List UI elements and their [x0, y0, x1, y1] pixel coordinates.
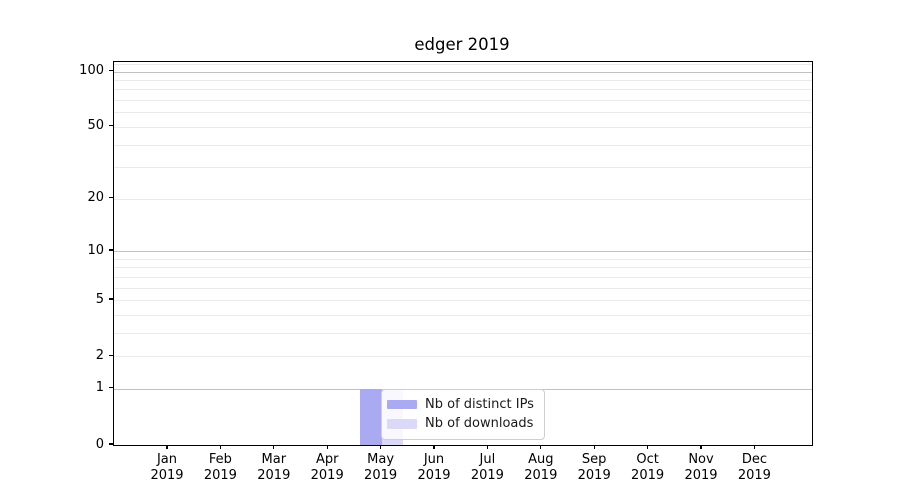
gridline-y-70 [114, 100, 812, 102]
x-tick-label-dec: Dec 2019 [737, 452, 771, 483]
bar-may-series-0 [360, 388, 382, 445]
x-tick-label-jun: Jun 2019 [417, 452, 451, 483]
x-tick-mark-may [380, 445, 382, 450]
legend-row-1: Nb of downloads [387, 414, 537, 434]
y-tick-label-1: 1 [95, 380, 104, 396]
x-tick-mark-sep [593, 445, 595, 450]
gridline-y-110 [114, 64, 812, 65]
y-tick-label-0: 0 [95, 436, 104, 452]
gridline-y-80 [114, 89, 812, 91]
y-tick-mark-0 [109, 443, 113, 445]
chart-title: edger 2019 [414, 35, 510, 54]
x-tick-label-oct: Oct 2019 [631, 452, 665, 483]
x-tick-mark-jun [433, 445, 435, 450]
legend: Nb of distinct IPs Nb of downloads [381, 388, 545, 440]
x-tick-label-mar: Mar 2019 [257, 452, 291, 483]
gridline-y-9 [114, 258, 812, 260]
x-tick-mark-dec [753, 445, 755, 450]
x-tick-label-may: May 2019 [364, 452, 398, 483]
gridline-y-50 [114, 126, 812, 128]
x-tick-label-aug: Aug 2019 [524, 452, 558, 483]
gridline-y-7 [114, 276, 812, 278]
y-tick-label-100: 100 [79, 63, 104, 79]
gridline-y-60 [114, 112, 812, 114]
x-tick-mark-mar [273, 445, 275, 450]
x-tick-mark-aug [540, 445, 542, 450]
gridline-y-10 [114, 251, 812, 252]
legend-row-0: Nb of distinct IPs [387, 395, 537, 415]
x-tick-mark-nov [700, 445, 702, 450]
x-tick-mark-feb [219, 445, 221, 450]
y-tick-label-2: 2 [95, 347, 104, 363]
legend-label-0: Nb of distinct IPs [425, 396, 534, 412]
y-tick-mark-10 [109, 249, 113, 251]
gridline-y-4 [114, 314, 812, 316]
y-tick-label-50: 50 [87, 118, 104, 134]
gridline-y-5 [114, 300, 812, 301]
y-tick-mark-5 [109, 298, 113, 300]
x-tick-mark-jul [486, 445, 488, 450]
legend-swatch-icon [387, 419, 417, 429]
x-tick-label-jul: Jul 2019 [470, 452, 504, 483]
x-tick-label-jan: Jan 2019 [150, 452, 184, 483]
x-tick-label-feb: Feb 2019 [203, 452, 237, 483]
y-tick-mark-50 [109, 125, 113, 127]
y-tick-label-5: 5 [95, 291, 104, 307]
y-tick-mark-2 [109, 354, 113, 356]
gridline-y-6 [114, 287, 812, 289]
y-tick-label-10: 10 [87, 242, 104, 258]
gridline-y-20 [114, 198, 812, 200]
gridline-y-90 [114, 80, 812, 81]
x-tick-label-sep: Sep 2019 [577, 452, 611, 483]
x-tick-mark-apr [326, 445, 328, 450]
gridline-y-2 [114, 356, 812, 358]
gridline-y-8 [114, 267, 812, 269]
x-tick-mark-jan [166, 445, 168, 450]
y-tick-mark-20 [109, 197, 113, 199]
legend-label-1: Nb of downloads [425, 416, 534, 432]
x-tick-mark-oct [647, 445, 649, 450]
gridline-y-100 [114, 71, 812, 73]
gridline-y-3 [114, 332, 812, 334]
legend-swatch-icon [387, 399, 417, 409]
y-tick-mark-100 [109, 70, 113, 72]
y-tick-mark-1 [109, 387, 113, 389]
gridline-y-30 [114, 167, 812, 169]
x-tick-label-nov: Nov 2019 [684, 452, 718, 483]
x-tick-label-apr: Apr 2019 [310, 452, 344, 483]
y-tick-label-20: 20 [87, 190, 104, 206]
plot-area: Nb of distinct IPs Nb of downloads [113, 61, 813, 446]
gridline-y-40 [114, 144, 812, 146]
